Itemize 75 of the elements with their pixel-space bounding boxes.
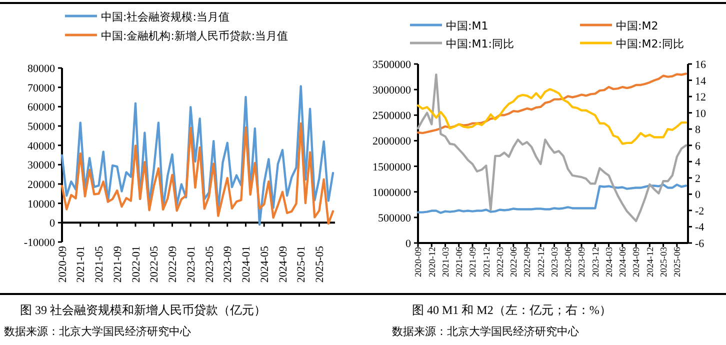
x-tick-label: 2021-09	[112, 246, 124, 283]
text: 图 40 M1 和 M2（左：亿元；右：%）	[412, 303, 612, 317]
y-tick-label: 10000	[28, 198, 56, 210]
y-tick-label: 40000	[28, 140, 56, 152]
x-tick-label: 2022-09	[167, 246, 180, 283]
x-tick-label: 2021-09	[468, 246, 478, 277]
x-tick-label: 2021-03	[440, 246, 450, 277]
x-tick-label: 2024-01	[240, 246, 253, 283]
x-tick-label: 2024-09	[631, 246, 642, 277]
x-tick-label: 2024-03	[604, 246, 614, 277]
legend-label: 中国:M2:同比	[616, 38, 684, 50]
y-tick-label: 500000	[378, 212, 412, 224]
x-tick-label: 2023-01	[185, 246, 198, 283]
legend-label: 中国:M1:同比	[446, 38, 514, 50]
x-tick-label: 2023-09	[222, 246, 234, 283]
y2-tick-label: -4	[695, 222, 705, 234]
legend-label: 中国:M1	[446, 20, 488, 32]
y2-tick-label: 14	[695, 75, 706, 88]
y-tick-label: 3000000	[372, 84, 412, 97]
y2-tick-label: -6	[695, 238, 705, 250]
y2-tick-label: 4	[695, 156, 701, 169]
x-tick-label: 2023-03	[549, 246, 560, 277]
x-tick-label: 2022-12	[536, 247, 546, 277]
x-tick-label: 2022-01	[130, 246, 142, 283]
x-tick-label: 2024-12	[644, 247, 655, 277]
x-tick-label: 2020-12	[426, 247, 437, 277]
y-tick-label: 2000000	[372, 136, 412, 148]
y-tick-label: 50000	[28, 121, 56, 133]
x-tick-label: 2022-05	[148, 246, 161, 283]
x-tick-label: 2020-09	[413, 246, 424, 277]
y-tick-label: 2500000	[372, 110, 412, 122]
y-tick-label: 1000000	[372, 186, 412, 199]
x-tick-label: 2023-06	[563, 246, 574, 277]
y2-tick-label: 6	[695, 140, 701, 152]
x-tick-label: 2025-01	[296, 246, 308, 283]
x-tick-label: 2021-05	[94, 246, 106, 283]
y-tick-label: 20000	[28, 179, 56, 191]
text: 图 39 社会融资规模和新增人民币贷款（亿元）	[20, 303, 266, 317]
x-tick-label: 2024-05	[258, 246, 271, 283]
y-tick-label: 80000	[28, 63, 56, 75]
y2-tick-label: 10	[695, 108, 706, 120]
x-tick-label: 2023-05	[204, 246, 216, 283]
y2-tick-label: 12	[695, 92, 706, 104]
x-tick-label: 2021-12	[481, 247, 492, 277]
source-note: 数据来源：北京大学国民经济研究中心	[392, 325, 579, 338]
y2-tick-label: 0	[695, 189, 701, 202]
source-note: 数据来源：北京大学国民经济研究中心	[4, 325, 191, 338]
x-tick-label: 2022-06	[508, 246, 519, 277]
y-tick-label: 1500000	[372, 161, 412, 174]
y2-tick-label: 2	[695, 172, 700, 185]
y-tick-label: 3500000	[372, 59, 412, 71]
x-tick-label: 2025-03	[658, 246, 668, 277]
x-tick-label: 2024-06	[618, 246, 628, 277]
y2-tick-label: -2	[695, 205, 704, 218]
y-tick-label: 70000	[28, 82, 56, 94]
x-tick-label: 2022-09	[522, 246, 532, 277]
y-tick-label: 60000	[28, 102, 56, 114]
x-tick-label: 2025-06	[672, 246, 682, 277]
x-tick-label: 2025-05	[314, 246, 326, 283]
x-tick-label: 2023-09	[576, 246, 587, 277]
legend-label: 中国:金融机构:新增人民币贷款:当月值	[101, 30, 288, 42]
x-tick-label: 2024-09	[277, 246, 290, 283]
y-tick-label: 0	[50, 218, 56, 230]
x-tick-label: 2021-06	[454, 246, 464, 277]
y-tick-label: -10000	[24, 237, 56, 249]
y-tick-label: 0	[406, 238, 412, 250]
y2-tick-label: 16	[695, 59, 706, 71]
y-tick-label: 30000	[28, 160, 56, 172]
legend-label: 中国:M2	[616, 20, 658, 32]
y2-tick-label: 8	[695, 124, 701, 136]
x-tick-label: 2023-12	[590, 247, 600, 277]
x-tick-label: 2022-03	[494, 246, 505, 277]
x-tick-label: 2020-09	[56, 246, 69, 283]
x-tick-label: 2021-01	[75, 246, 88, 283]
legend-label: 中国:社会融资规模:当月值	[101, 10, 230, 24]
